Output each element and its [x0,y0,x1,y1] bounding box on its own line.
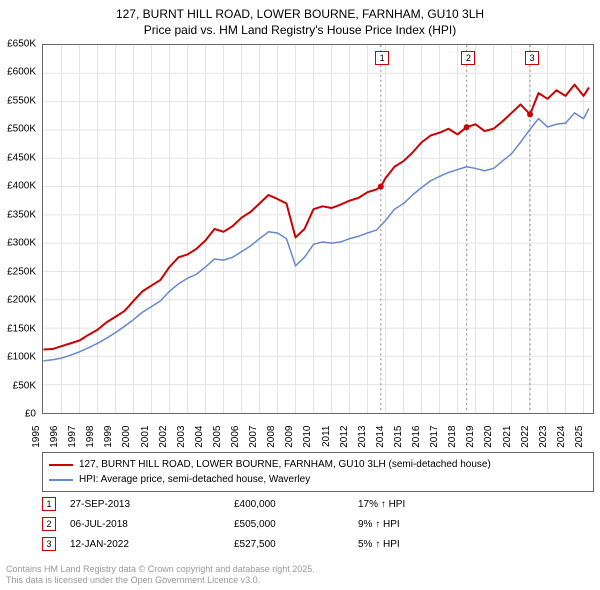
x-tick-label: 2010 [302,426,313,448]
x-tick-label: 1996 [49,426,60,448]
legend-swatch [49,464,73,466]
x-tick-label: 2007 [248,426,259,448]
x-tick-label: 2020 [483,426,494,448]
x-tick-label: 2012 [339,426,350,448]
x-tick-label: 2021 [502,426,513,448]
legend-label: HPI: Average price, semi-detached house,… [79,472,310,487]
sale-date: 12-JAN-2022 [70,539,220,550]
legend-swatch [49,479,73,481]
x-tick-label: 2009 [284,426,295,448]
x-tick-label: 2000 [121,426,132,448]
sales-row: 3 12-JAN-2022 £527,500 5% ↑ HPI [42,534,594,554]
x-tick-label: 2013 [357,426,368,448]
x-tick-label: 2017 [429,426,440,448]
y-tick-label: £0 [25,409,36,420]
legend: 127, BURNT HILL ROAD, LOWER BOURNE, FARN… [42,452,594,492]
x-axis: 1995199619971998199920002001200220032004… [42,416,594,452]
sale-price: £527,500 [234,539,344,550]
x-tick-label: 1997 [67,426,78,448]
sale-marker-1: 1 [375,51,389,65]
x-tick-label: 2019 [465,426,476,448]
y-tick-label: £400K [7,181,36,192]
x-tick-label: 2001 [140,426,151,448]
sales-table: 1 27-SEP-2013 £400,000 17% ↑ HPI 2 06-JUL-201… [42,494,594,554]
legend-label: 127, BURNT HILL ROAD, LOWER BOURNE, FARN… [79,457,491,472]
y-tick-label: £250K [7,266,36,277]
chart-plot-area: 1 2 3 [42,44,594,414]
sale-index-marker: 2 [42,517,56,531]
y-tick-label: £200K [7,295,36,306]
footer-line-1: Contains HM Land Registry data © Crown c… [6,564,315,575]
sale-index-marker: 3 [42,537,56,551]
y-tick-label: £100K [7,352,36,363]
legend-item: 127, BURNT HILL ROAD, LOWER BOURNE, FARN… [49,457,587,472]
x-tick-label: 2022 [520,426,531,448]
y-tick-label: £350K [7,209,36,220]
footer-line-2: This data is licensed under the Open Gov… [6,575,315,586]
title-line-2: Price paid vs. HM Land Registry's House … [0,22,600,38]
sale-index-marker: 1 [42,497,56,511]
sale-vs-hpi: 5% ↑ HPI [358,539,488,550]
footer: Contains HM Land Registry data © Crown c… [6,564,315,587]
x-tick-label: 2005 [212,426,223,448]
x-tick-label: 2015 [393,426,404,448]
y-tick-label: £150K [7,323,36,334]
y-tick-label: £650K [7,39,36,50]
sale-vs-hpi: 17% ↑ HPI [358,499,488,510]
sale-price: £400,000 [234,499,344,510]
x-tick-label: 2003 [176,426,187,448]
x-tick-label: 2014 [375,426,386,448]
y-tick-label: £300K [7,238,36,249]
title-line-1: 127, BURNT HILL ROAD, LOWER BOURNE, FARN… [0,6,600,22]
y-axis: £0£50K£100K£150K£200K£250K£300K£350K£400… [0,44,40,414]
sales-row: 1 27-SEP-2013 £400,000 17% ↑ HPI [42,494,594,514]
chart-title: 127, BURNT HILL ROAD, LOWER BOURNE, FARN… [0,0,600,38]
y-tick-label: £550K [7,95,36,106]
x-tick-label: 2008 [266,426,277,448]
x-tick-label: 2006 [230,426,241,448]
y-tick-label: £50K [13,380,36,391]
x-tick-label: 2025 [574,426,585,448]
sale-marker-2: 2 [461,51,475,65]
chart-svg [43,45,593,413]
sales-row: 2 06-JUL-2018 £505,000 9% ↑ HPI [42,514,594,534]
x-tick-label: 1995 [31,426,42,448]
sale-date: 06-JUL-2018 [70,519,220,530]
x-tick-label: 2016 [411,426,422,448]
y-tick-label: £500K [7,124,36,135]
y-tick-label: £600K [7,67,36,78]
sale-vs-hpi: 9% ↑ HPI [358,519,488,530]
x-tick-label: 2002 [158,426,169,448]
sale-marker-3: 3 [525,51,539,65]
x-tick-label: 1999 [103,426,114,448]
x-tick-label: 1998 [85,426,96,448]
y-tick-label: £450K [7,152,36,163]
sale-price: £505,000 [234,519,344,530]
x-tick-label: 2018 [447,426,458,448]
x-tick-label: 2023 [538,426,549,448]
legend-item: HPI: Average price, semi-detached house,… [49,472,587,487]
x-tick-label: 2011 [321,426,332,448]
sale-date: 27-SEP-2013 [70,499,220,510]
x-tick-label: 2004 [194,426,205,448]
x-tick-label: 2024 [556,426,567,448]
